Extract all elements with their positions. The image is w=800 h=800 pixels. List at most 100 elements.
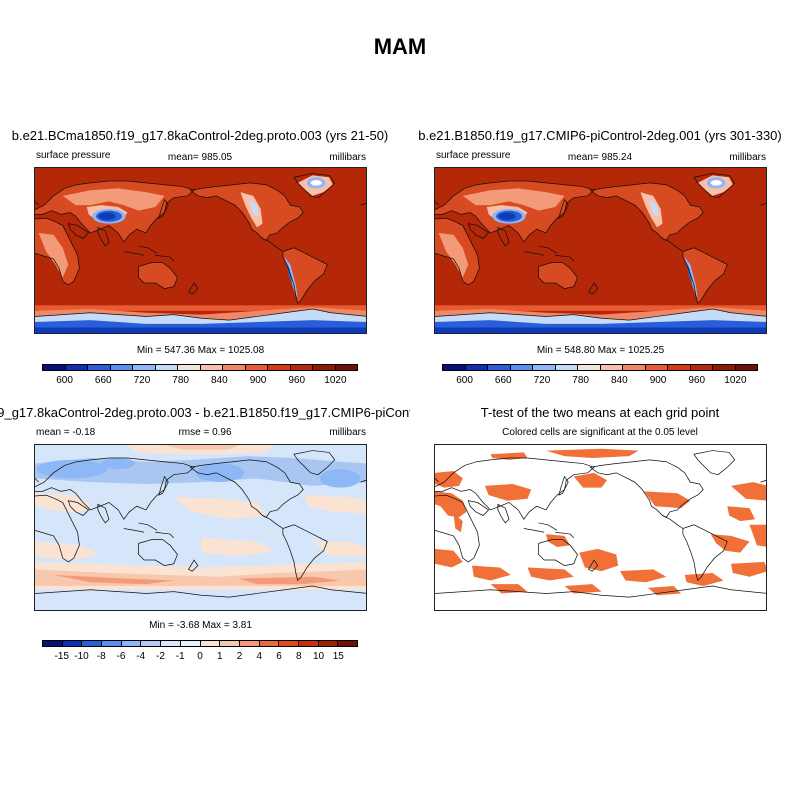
colorbar-tick-label: 15 [332, 651, 344, 662]
colorbar-tick-label: 4 [256, 651, 263, 662]
colorbar-tick-label: 600 [56, 375, 73, 386]
colorbar-tick-label: -4 [136, 651, 146, 662]
colorbar-swatch [268, 365, 291, 370]
panel4-map [434, 444, 767, 611]
colorbar-tick-label: 840 [211, 375, 228, 386]
colorbar-swatch [279, 641, 299, 646]
colorbar-swatch [43, 365, 66, 370]
colorbar-swatch [155, 365, 178, 370]
colorbar-tick-label: 960 [288, 375, 306, 386]
colorbar-tick-label: 10 [312, 651, 325, 662]
colorbar-swatch [259, 641, 280, 646]
colorbar-tick-label: 1020 [324, 375, 347, 386]
colorbar-swatch [690, 365, 713, 370]
colorbar-tick-label: 840 [611, 375, 628, 386]
figure-title: MAM [373, 34, 427, 59]
colorbar-tick-label: 960 [688, 375, 706, 386]
colorbar-swatch [555, 365, 578, 370]
colorbar-swatch [578, 365, 601, 370]
colorbar-tick-label: 1020 [724, 375, 747, 386]
panel4-subtitle: Colored cells are significant at the 0.0… [502, 427, 698, 438]
colorbar-tick-label: 0 [197, 651, 203, 662]
colorbar-tick-label: -15 [54, 651, 69, 662]
colorbar-swatch [313, 365, 336, 370]
colorbar-swatch [298, 641, 319, 646]
colorbar-tick-label: -2 [156, 651, 165, 662]
colorbar-swatch [318, 641, 339, 646]
colorbar-swatch [645, 365, 668, 370]
colorbar-swatch [200, 365, 223, 370]
panel3-colorbar-labels: -15 -10 -8 -6 -4 -2 -1 0 1 2 4 6 8 10 15 [42, 651, 358, 663]
colorbar-tick-label: 2 [236, 651, 243, 662]
colorbar-tick-label: 720 [533, 375, 551, 386]
colorbar-swatch [338, 641, 357, 646]
panel1-colorbar-labels: 600 660 720 780 840 900 960 1020 [42, 375, 358, 387]
panel3-minmax: Min = -3.68 Max = 3.81 [149, 620, 252, 631]
panel3-colorbar [42, 640, 358, 647]
colorbar-swatch [62, 641, 83, 646]
colorbar-swatch [200, 641, 221, 646]
colorbar-tick-label: 780 [572, 375, 589, 386]
colorbar-swatch [141, 641, 162, 646]
colorbar-swatch [43, 641, 63, 646]
colorbar-tick-label: 660 [94, 375, 112, 386]
colorbar-swatch [443, 365, 466, 370]
colorbar-tick-label: 660 [494, 375, 512, 386]
colorbar-swatch [102, 641, 122, 646]
colorbar-tick-label: 1 [216, 651, 223, 662]
colorbar-tick-label: 900 [249, 375, 267, 386]
colorbar-swatch [335, 365, 357, 370]
colorbar-swatch [290, 365, 313, 370]
panel3-rmse: rmse = 0.96 [178, 427, 232, 438]
colorbar-tick-label: 900 [649, 375, 667, 386]
panel3-map [34, 444, 367, 611]
colorbar-swatch [180, 641, 201, 646]
colorbar-swatch [510, 365, 533, 370]
colorbar-tick-label: 600 [456, 375, 473, 386]
colorbar-swatch [600, 365, 623, 370]
colorbar-tick-label: 720 [133, 375, 151, 386]
colorbar-swatch [735, 365, 757, 370]
panel1-map [34, 167, 367, 334]
colorbar-swatch [668, 365, 691, 370]
panel1-minmax: Min = 547.36 Max = 1025.08 [136, 345, 265, 356]
colorbar-swatch [88, 365, 111, 370]
colorbar-swatch [223, 365, 246, 370]
colorbar-swatch [713, 365, 736, 370]
panel2-minmax: Min = 548.80 Max = 1025.25 [536, 345, 665, 356]
colorbar-swatch [245, 365, 268, 370]
panel2-mean: mean= 985.24 [567, 152, 633, 163]
panel2-map [434, 167, 767, 334]
panel2-title: b.e21.B1850.f19_g17.CMIP6-piControl-2deg… [418, 128, 782, 143]
panel1-title: b.e21.BCma1850.f19_g17.8kaControl-2deg.p… [11, 128, 389, 143]
colorbar-tick-label: 780 [172, 375, 189, 386]
panel2-colorbar [442, 364, 758, 371]
panel3-units: millibars [329, 427, 366, 438]
colorbar-swatch [65, 365, 88, 370]
panel2-variable: surface pressure [436, 150, 511, 161]
colorbar-tick-label: 8 [295, 651, 302, 662]
panel1-units: millibars [329, 152, 366, 163]
colorbar-swatch [133, 365, 156, 370]
colorbar-swatch [623, 365, 646, 370]
colorbar-swatch [465, 365, 488, 370]
panel3-mean: mean = -0.18 [36, 427, 96, 438]
panel2-units: millibars [729, 152, 766, 163]
colorbar-tick-label: 6 [276, 651, 282, 662]
panel3-title: 19_g17.8kaControl-2deg.proto.003 - b.e21… [0, 405, 410, 420]
colorbar-swatch [110, 365, 133, 370]
colorbar-swatch [161, 641, 181, 646]
colorbar-swatch [82, 641, 103, 646]
panel1-variable: surface pressure [36, 150, 111, 161]
colorbar-swatch [220, 641, 240, 646]
panel2-colorbar-labels: 600 660 720 780 840 900 960 1020 [442, 375, 758, 387]
panel1-colorbar [42, 364, 358, 371]
colorbar-swatch [121, 641, 142, 646]
colorbar-swatch [488, 365, 511, 370]
colorbar-swatch [178, 365, 201, 370]
colorbar-swatch [533, 365, 556, 370]
colorbar-tick-label: -1 [175, 651, 185, 662]
colorbar-tick-label: -10 [74, 651, 89, 662]
colorbar-swatch [239, 641, 260, 646]
colorbar-tick-label: -8 [96, 651, 106, 662]
